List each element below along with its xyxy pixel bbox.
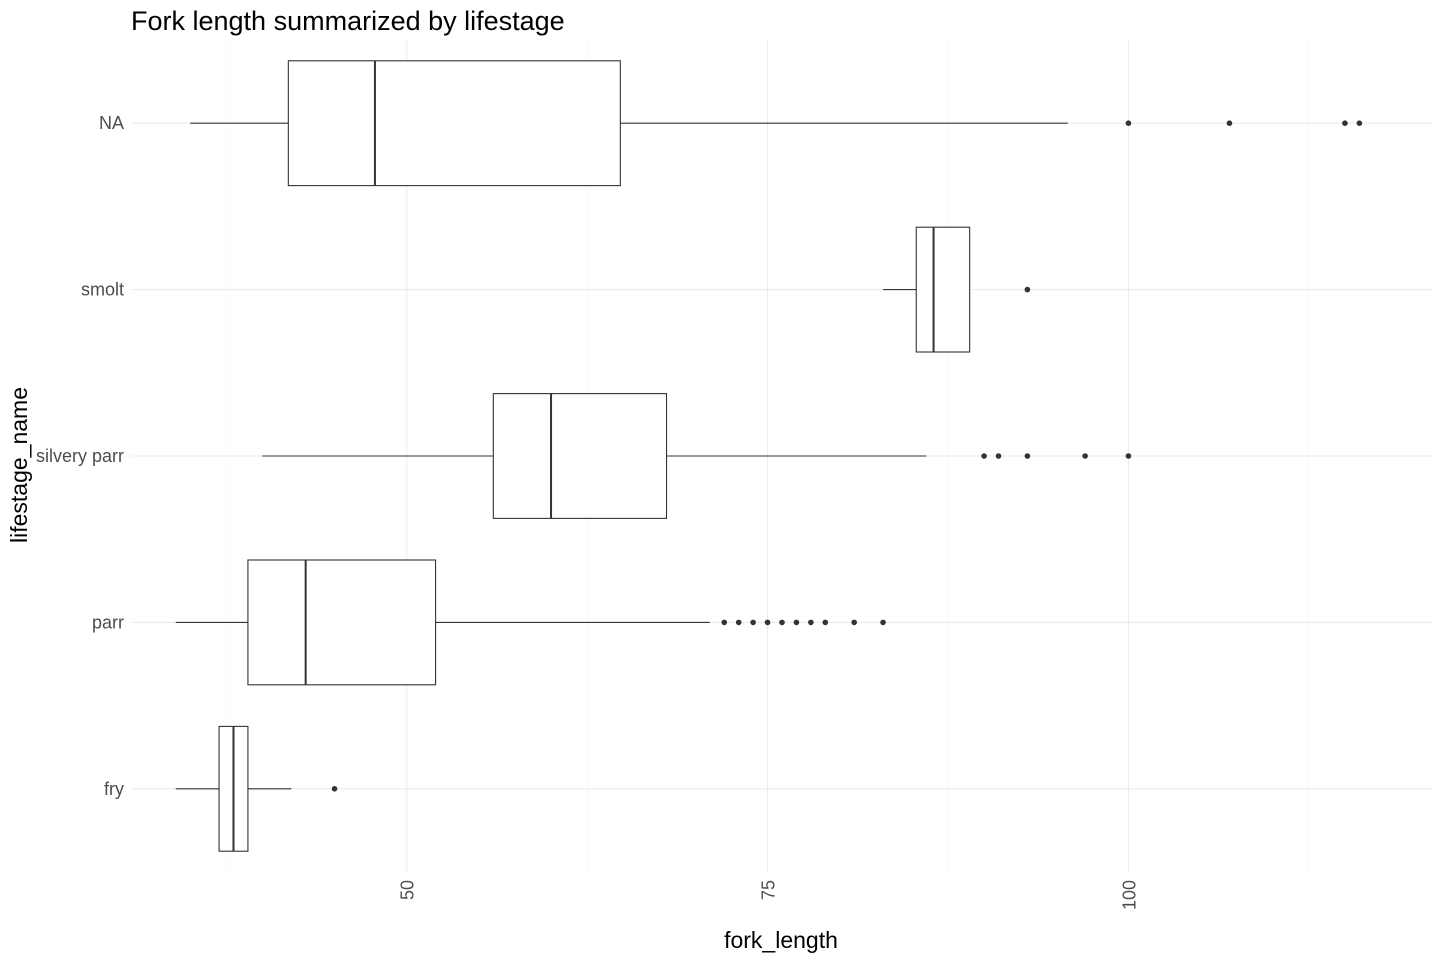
box-iqr <box>247 559 437 686</box>
outlier-point <box>764 619 771 626</box>
outlier-point <box>735 619 742 626</box>
outlier-point <box>851 619 857 626</box>
y-axis-title: lifestage_name <box>6 387 32 543</box>
box-group <box>883 226 1031 353</box>
outlier-point <box>1024 286 1031 293</box>
y-tick-label: smolt <box>81 280 124 300</box>
box-group <box>262 393 1132 519</box>
box-iqr <box>287 60 621 187</box>
box-group <box>190 60 1363 187</box>
outlier-point <box>1082 453 1088 459</box>
outlier-point <box>995 453 1002 459</box>
outlier-point <box>822 619 829 626</box>
x-axis-title: fork_length <box>724 927 838 953</box>
outlier-point <box>793 619 800 626</box>
outlier-point <box>981 453 987 459</box>
y-axis-ticks: NA smolt silvery parr parr fry <box>36 113 124 799</box>
outlier-point <box>1125 453 1132 459</box>
y-tick-label: parr <box>92 612 124 632</box>
box-group <box>175 725 338 852</box>
outlier-point <box>808 619 814 626</box>
outlier-point <box>1024 453 1031 459</box>
outlier-point <box>750 619 756 626</box>
x-axis-ticks: 50 75 100 <box>398 880 1140 910</box>
outlier-point <box>721 619 728 626</box>
outlier-point <box>880 619 886 626</box>
box-iqr <box>915 226 971 353</box>
x-tick-label: 75 <box>759 880 779 900</box>
chart-title: Fork length summarized by lifestage <box>131 6 565 36</box>
outlier-point <box>1342 120 1348 126</box>
y-tick-label: silvery parr <box>36 446 124 466</box>
x-tick-label: 50 <box>398 880 418 900</box>
outlier-point <box>1226 120 1233 126</box>
x-tick-label: 100 <box>1119 880 1139 910</box>
y-tick-label: NA <box>99 113 124 133</box>
box-series <box>175 60 1363 852</box>
outlier-point <box>1356 120 1363 126</box>
box-iqr <box>492 393 668 519</box>
box-group <box>175 559 886 686</box>
y-tick-label: fry <box>104 779 124 799</box>
outlier-point <box>331 786 338 792</box>
outlier-point <box>1125 120 1132 126</box>
outlier-point <box>779 619 785 626</box>
